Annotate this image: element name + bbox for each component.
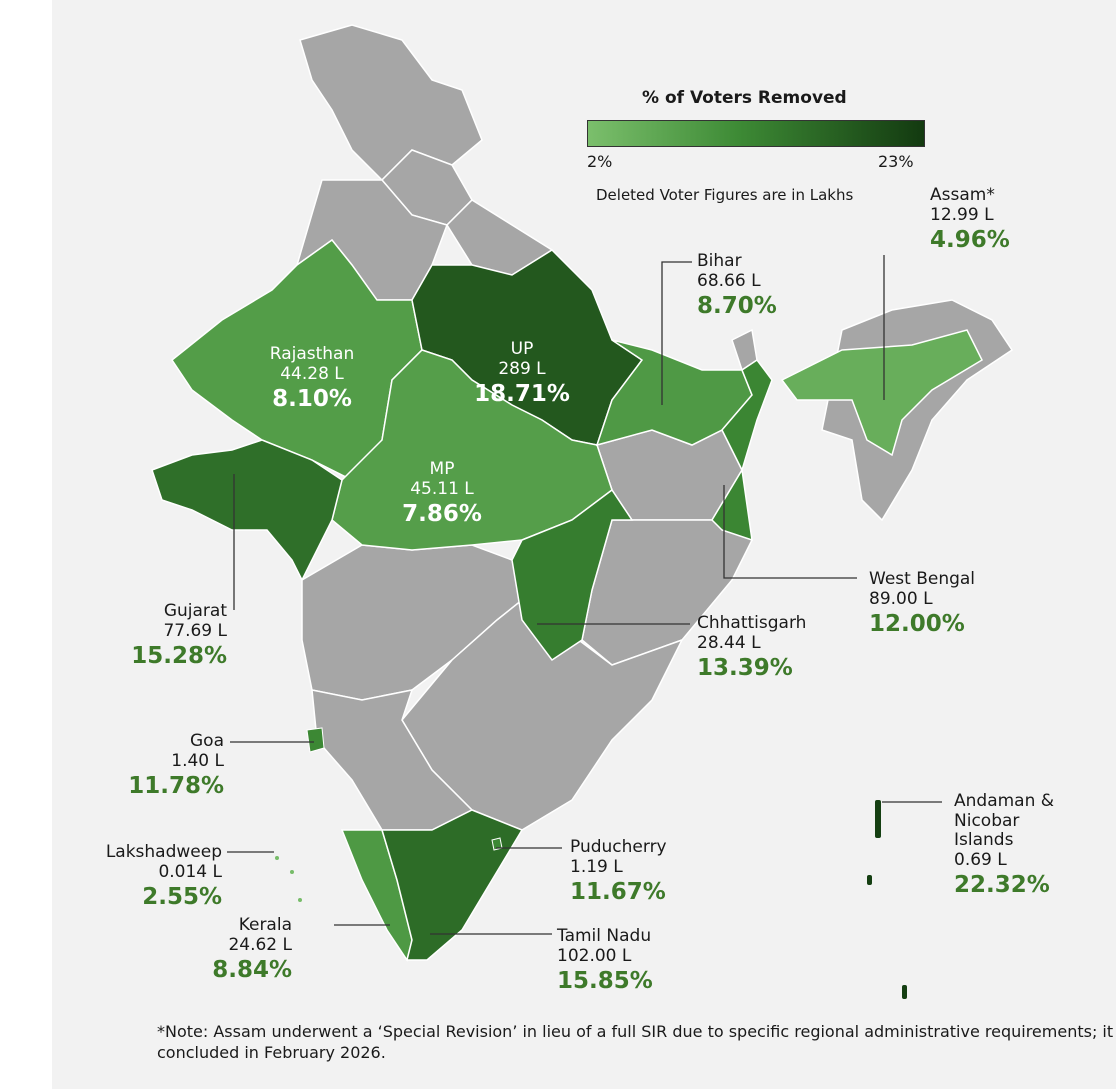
- state-west-bengal[interactable]: [711, 358, 773, 542]
- andaman-percent: 22.32%: [954, 872, 1050, 899]
- tamil-nadu-percent: 15.85%: [557, 968, 653, 995]
- gujarat-percent: 15.28%: [131, 643, 227, 670]
- goa-name: Goa: [190, 731, 224, 751]
- label-lakshadweep: Lakshadweep 0.014 L 2.55%: [72, 842, 222, 911]
- legend-min: 2%: [587, 152, 613, 171]
- puducherry-percent: 11.67%: [570, 879, 666, 906]
- rajasthan-percent: 8.10%: [272, 386, 352, 413]
- gujarat-deleted: 77.69 L: [163, 620, 227, 641]
- state-lakshadweep[interactable]: [275, 856, 302, 902]
- state-goa[interactable]: [306, 727, 325, 753]
- assam-deleted: 12.99 L: [930, 204, 994, 225]
- west-bengal-name: West Bengal: [869, 569, 976, 589]
- west-bengal-deleted: 89.00 L: [869, 588, 933, 609]
- region-jammu-kashmir: [299, 24, 483, 182]
- state-chhattisgarh[interactable]: [511, 488, 634, 662]
- state-tamil-nadu[interactable]: [380, 809, 524, 961]
- leader-bihar: [661, 261, 692, 405]
- bihar-percent: 8.70%: [697, 293, 777, 320]
- kerala-deleted: 24.62 L: [228, 934, 292, 955]
- label-mp: MP 45.11 L 7.86%: [372, 459, 512, 528]
- state-assam[interactable]: [780, 329, 983, 457]
- goa-deleted: 1.40 L: [171, 750, 224, 771]
- up-percent: 18.71%: [474, 381, 570, 408]
- lakshadweep-percent: 2.55%: [142, 884, 222, 911]
- chhattisgarh-name: Chhattisgarh: [697, 613, 807, 633]
- map-card: % of Voters Removed 2% 23% Deleted Voter…: [52, 0, 1116, 1089]
- india-map: [151, 24, 1014, 999]
- label-chhattisgarh: Chhattisgarh 28.44 L 13.39%: [697, 613, 807, 682]
- legend-title: % of Voters Removed: [642, 88, 847, 108]
- label-bihar: Bihar 68.66 L 8.70%: [697, 251, 777, 320]
- chhattisgarh-deleted: 28.44 L: [697, 632, 761, 653]
- andaman-name-1: Andaman &: [954, 791, 1055, 811]
- goa-percent: 11.78%: [128, 773, 224, 800]
- andaman-deleted: 0.69 L: [954, 849, 1007, 870]
- label-tamil-nadu: Tamil Nadu 102.00 L 15.85%: [557, 926, 653, 995]
- west-bengal-percent: 12.00%: [869, 611, 965, 638]
- tamil-nadu-deleted: 102.00 L: [557, 945, 632, 966]
- lakshadweep-name: Lakshadweep: [105, 842, 222, 862]
- mp-name: MP: [429, 459, 455, 479]
- puducherry-deleted: 1.19 L: [570, 856, 623, 877]
- kerala-name: Kerala: [238, 915, 292, 935]
- up-deleted: 289 L: [498, 358, 546, 379]
- label-kerala: Kerala 24.62 L 8.84%: [172, 915, 292, 984]
- state-andaman-nicobar[interactable]: [867, 800, 907, 999]
- bihar-name: Bihar: [697, 251, 742, 271]
- mp-deleted: 45.11 L: [410, 478, 474, 499]
- lakshadweep-deleted: 0.014 L: [158, 861, 222, 882]
- leader-lines: [227, 255, 942, 935]
- kerala-percent: 8.84%: [212, 957, 292, 984]
- up-name: UP: [510, 339, 534, 359]
- puducherry-name: Puducherry: [570, 837, 667, 857]
- label-goa: Goa 1.40 L 11.78%: [112, 731, 224, 800]
- chhattisgarh-percent: 13.39%: [697, 655, 793, 682]
- label-gujarat: Gujarat 77.69 L 15.28%: [107, 601, 227, 670]
- assam-name: Assam*: [930, 185, 995, 205]
- andaman-name-3: Islands: [954, 830, 1014, 851]
- state-bihar[interactable]: [595, 339, 753, 447]
- gujarat-name: Gujarat: [163, 601, 227, 621]
- bihar-deleted: 68.66 L: [697, 270, 761, 291]
- label-puducherry: Puducherry 1.19 L 11.67%: [570, 837, 667, 906]
- rajasthan-deleted: 44.28 L: [280, 363, 344, 384]
- andaman-name-2: Nicobar: [954, 810, 1020, 831]
- label-assam: Assam* 12.99 L 4.96%: [930, 185, 1010, 254]
- state-gujarat[interactable]: [151, 439, 343, 582]
- tamil-nadu-name: Tamil Nadu: [557, 926, 652, 946]
- legend-note: Deleted Voter Figures are in Lakhs: [596, 186, 854, 204]
- label-rajasthan: Rajasthan 44.28 L 8.10%: [232, 344, 392, 413]
- leader-west-bengal: [723, 485, 857, 579]
- region-north-east: [821, 299, 1014, 522]
- state-mp[interactable]: [331, 349, 613, 551]
- mp-percent: 7.86%: [402, 501, 482, 528]
- label-andaman: Andaman & Nicobar Islands 0.69 L 22.32%: [954, 791, 1055, 899]
- footnote: *Note: Assam underwent a ‘Special Revisi…: [157, 1022, 1114, 1062]
- rajasthan-name: Rajasthan: [269, 344, 355, 364]
- label-up: UP 289 L 18.71%: [452, 339, 592, 408]
- label-west-bengal: West Bengal 89.00 L 12.00%: [869, 569, 976, 638]
- legend-max: 23%: [878, 152, 914, 171]
- legend-gradient-bar: [587, 120, 925, 147]
- assam-percent: 4.96%: [930, 227, 1010, 254]
